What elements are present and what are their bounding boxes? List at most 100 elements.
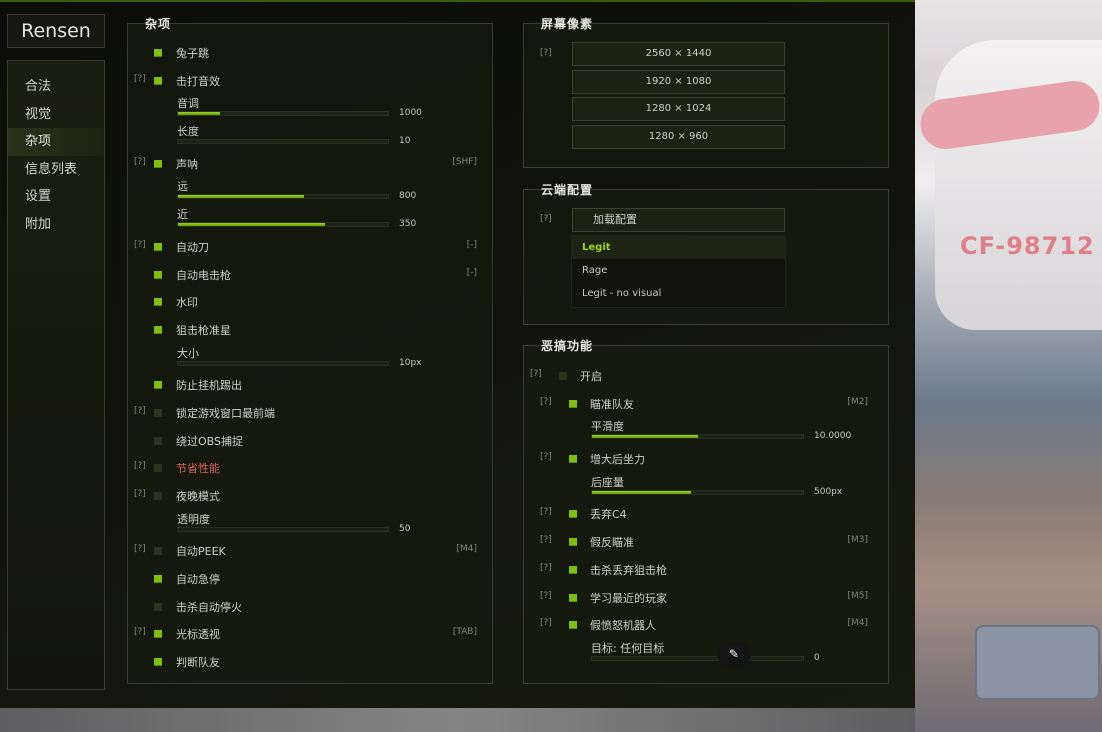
help-icon[interactable]: [?]: [134, 239, 146, 250]
help-icon[interactable]: [?]: [134, 461, 146, 472]
sidebar-item[interactable]: 附加: [25, 216, 52, 232]
checkbox[interactable]: [154, 658, 162, 667]
help-icon[interactable]: [?]: [540, 562, 552, 573]
checkbox[interactable]: [154, 270, 162, 279]
toggle-row: [?] 假愤怒机器人 [M4]: [524, 611, 888, 639]
slider-track[interactable]: [591, 655, 804, 661]
sidebar-item[interactable]: 设置: [25, 189, 52, 204]
dropdown-option[interactable]: Legit: [572, 236, 785, 259]
toggle-row: [?] 击打音效: [128, 67, 492, 95]
slider-fill: [592, 435, 698, 439]
toggle-label: 假愤怒机器人: [590, 619, 656, 633]
toggle-label: 自动急停: [176, 573, 220, 587]
keybind[interactable]: [M4]: [847, 618, 868, 629]
config-dropdown[interactable]: Legit Rage Legit - no visual: [571, 235, 786, 308]
slider-track[interactable]: [591, 434, 804, 440]
toggle-label: 增大后坐力: [590, 453, 645, 467]
slider-track[interactable]: [177, 139, 389, 145]
toggle-label: 击打音效: [176, 74, 220, 88]
checkbox[interactable]: [154, 492, 162, 500]
magic-wand-icon[interactable]: ✎: [717, 642, 751, 666]
dropdown-option[interactable]: Rage: [582, 265, 608, 276]
checkbox[interactable]: [569, 593, 577, 602]
load-config-button[interactable]: 加载配置: [572, 208, 785, 232]
sidebar-item[interactable]: 杂项: [8, 128, 104, 156]
toggle-row: 判断队友: [128, 648, 492, 676]
checkbox[interactable]: [154, 436, 162, 445]
help-icon[interactable]: [?]: [134, 73, 146, 84]
toggle-row: [?] 声呐 [SHF]: [128, 150, 492, 178]
slider-fill: [178, 195, 304, 199]
toggle-label: 击杀自动停火: [176, 600, 242, 614]
checkbox[interactable]: [569, 510, 577, 519]
slider-track[interactable]: [591, 489, 804, 495]
checkbox[interactable]: [154, 630, 162, 639]
keybind[interactable]: [-]: [466, 239, 477, 250]
sidebar: 合法视觉杂项信息列表设置附加: [7, 60, 105, 690]
toggle-label: 自动PEEK: [176, 545, 226, 559]
resolution-button[interactable]: 1280 × 1024: [572, 97, 785, 122]
resolution-button[interactable]: 1920 × 1080: [572, 69, 785, 94]
help-icon[interactable]: [?]: [540, 507, 552, 518]
help-icon[interactable]: [?]: [134, 489, 146, 499]
checkbox[interactable]: [154, 381, 162, 390]
slider-track[interactable]: [177, 526, 389, 532]
toggle-label: 假反瞄准: [590, 536, 634, 550]
keybind[interactable]: [SHF]: [452, 156, 477, 167]
keybind[interactable]: [M2]: [847, 396, 868, 407]
slider-track[interactable]: [177, 222, 389, 228]
checkbox[interactable]: [154, 575, 162, 584]
keybind[interactable]: [M5]: [847, 590, 868, 601]
toggle-row: [?] 假反瞄准 [M3]: [524, 528, 888, 556]
checkbox[interactable]: [569, 399, 577, 408]
checkbox[interactable]: [154, 408, 162, 417]
checkbox[interactable]: [154, 298, 162, 307]
slider-label: 音调: [177, 97, 199, 111]
help-icon[interactable]: [?]: [530, 369, 542, 379]
help-icon[interactable]: [?]: [540, 396, 552, 407]
checkbox[interactable]: [154, 602, 162, 611]
help-icon[interactable]: [?]: [134, 627, 146, 638]
checkbox[interactable]: [154, 325, 162, 334]
keybind[interactable]: [-]: [466, 267, 477, 278]
resolution-button[interactable]: 2560 × 1440: [572, 42, 785, 66]
checkbox[interactable]: [569, 565, 577, 574]
checkbox[interactable]: [569, 455, 577, 464]
checkbox[interactable]: [154, 547, 162, 556]
help-icon[interactable]: [?]: [540, 535, 552, 546]
keybind[interactable]: [M4]: [456, 544, 477, 555]
help-icon[interactable]: [?]: [540, 452, 552, 463]
sidebar-item[interactable]: 合法: [25, 79, 52, 94]
keybind[interactable]: [M3]: [847, 535, 868, 546]
slider-label: 后座量: [591, 475, 624, 489]
slider-track[interactable]: [177, 111, 389, 117]
toggle-label: 自动刀: [176, 240, 209, 254]
sidebar-item[interactable]: 信息列表: [25, 161, 78, 177]
slider-label: 远: [177, 180, 188, 194]
keybind[interactable]: [TAB]: [452, 627, 477, 638]
help-icon[interactable]: [?]: [134, 405, 146, 416]
checkbox[interactable]: [154, 464, 162, 473]
checkbox[interactable]: [569, 621, 577, 630]
checkbox[interactable]: [154, 49, 162, 57]
resolution-button[interactable]: 1280 × 960: [572, 125, 785, 150]
slider-track[interactable]: [177, 360, 389, 366]
help-icon[interactable]: [?]: [540, 618, 552, 629]
help-icon[interactable]: [?]: [134, 156, 146, 167]
checkbox[interactable]: [154, 76, 162, 85]
slider-label: 大小: [177, 346, 199, 360]
toggle-row: [?] 光标透视 [TAB]: [128, 620, 492, 648]
sidebar-item[interactable]: 视觉: [25, 106, 52, 122]
checkbox[interactable]: [154, 242, 162, 251]
dropdown-option[interactable]: Legit - no visual: [582, 288, 662, 299]
help-icon[interactable]: [?]: [540, 214, 552, 224]
help-icon[interactable]: [?]: [540, 48, 552, 58]
checkbox[interactable]: [569, 538, 577, 547]
checkbox[interactable]: [559, 372, 567, 380]
checkbox[interactable]: [154, 159, 162, 168]
toggle-label: 兔子跳: [176, 47, 209, 60]
help-icon[interactable]: [?]: [540, 590, 552, 601]
slider-track[interactable]: [177, 194, 389, 200]
help-icon[interactable]: [?]: [134, 544, 146, 555]
toggle-row: [?] 击杀丢弃狙击枪: [524, 556, 888, 584]
